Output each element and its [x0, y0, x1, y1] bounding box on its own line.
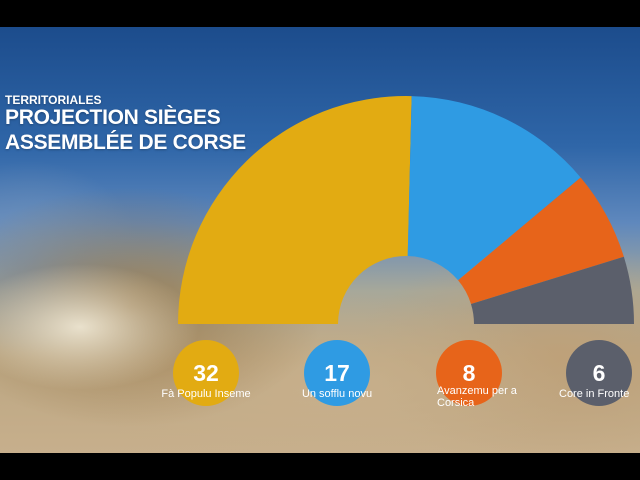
seat-badge-avanzemu: 8: [436, 340, 502, 406]
party-label-core-in-fronte: Core in Fronte: [559, 388, 630, 400]
seat-segment-avanzemu-per-a-corsica: [458, 177, 624, 304]
seat-count: 8: [462, 359, 476, 386]
seat-badge-core-in-fronte: 6: [566, 340, 632, 406]
seat-badge-un-sofflu-novu: 17: [304, 340, 370, 406]
broadcast-frame: TERRITORIALES PROJECTION SIÈGES ASSEMBLÉ…: [0, 27, 640, 453]
seat-count: 17: [324, 359, 350, 386]
seat-segment-core-in-fronte: [470, 256, 634, 324]
seat-count: 32: [193, 359, 219, 386]
party-label-avanzemu: Avanzemu per a Corsica: [437, 385, 517, 409]
seat-segment-un-sofflu-novu: [407, 96, 581, 281]
party-label-un-sofflu-novu: Un sofflu novu: [301, 388, 373, 400]
kicker-label: TERRITORIALES: [5, 93, 102, 107]
seat-chart: [178, 96, 634, 324]
title-line-1: PROJECTION SIÈGES: [5, 106, 221, 129]
seat-count: 6: [592, 359, 606, 386]
seat-segment-f-populu-inseme: [178, 96, 412, 324]
seat-badge-fa-populu-inseme: 32: [173, 340, 239, 406]
title-line-2: ASSEMBLÉE DE CORSE: [5, 131, 246, 154]
party-label-fa-populu-inseme: Fà Populu Inseme: [161, 388, 251, 400]
